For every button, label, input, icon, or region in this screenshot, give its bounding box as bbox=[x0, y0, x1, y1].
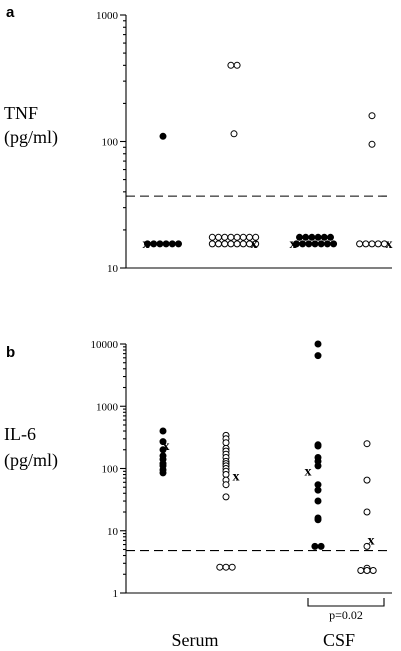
data-point bbox=[222, 481, 230, 489]
data-point bbox=[215, 233, 222, 241]
data-point bbox=[363, 508, 371, 516]
panel-a-ylabel-line1: TNF bbox=[4, 103, 38, 123]
data-point bbox=[363, 476, 371, 484]
median-marker: x bbox=[251, 237, 258, 252]
data-point bbox=[222, 563, 230, 571]
panel-a-letter: a bbox=[6, 4, 15, 21]
data-point bbox=[159, 438, 167, 446]
y-tick-label: 1 bbox=[113, 588, 119, 600]
data-point bbox=[314, 340, 322, 348]
y-tick-label: 100 bbox=[102, 464, 119, 476]
data-point bbox=[150, 240, 158, 248]
data-point bbox=[363, 440, 371, 448]
data-point bbox=[380, 240, 388, 248]
data-point bbox=[168, 240, 176, 248]
data-point bbox=[233, 61, 241, 69]
panel-b-il6: b IL-6 (pg/ml) 1 10 100 1000 10000 x x x x p=0.02 bbox=[4, 339, 392, 622]
data-point bbox=[363, 542, 371, 550]
median-marker: x bbox=[368, 533, 375, 548]
data-point bbox=[357, 567, 365, 574]
data-point bbox=[227, 233, 235, 241]
data-point bbox=[252, 233, 260, 241]
data-point bbox=[221, 240, 229, 248]
y-tick-label: 10 bbox=[107, 263, 119, 275]
data-point bbox=[327, 233, 334, 241]
category-label-serum: Serum bbox=[172, 630, 219, 650]
data-point bbox=[233, 233, 241, 241]
data-point bbox=[369, 567, 377, 574]
median-marker: x bbox=[163, 439, 170, 454]
data-point bbox=[320, 233, 328, 241]
data-point bbox=[215, 240, 222, 248]
data-point bbox=[314, 497, 322, 505]
data-point bbox=[230, 130, 238, 138]
data-point bbox=[162, 240, 170, 248]
data-point bbox=[330, 240, 338, 248]
median-marker: x bbox=[233, 469, 240, 484]
data-point bbox=[374, 240, 382, 248]
median-marker: x bbox=[386, 237, 393, 252]
data-point bbox=[368, 240, 376, 248]
data-point bbox=[239, 233, 247, 241]
panel-b-letter: b bbox=[6, 344, 15, 361]
data-point bbox=[159, 132, 167, 140]
data-point bbox=[228, 563, 236, 571]
data-point bbox=[362, 240, 370, 248]
data-point bbox=[216, 563, 224, 571]
data-point bbox=[363, 567, 371, 574]
data-point bbox=[159, 427, 167, 435]
panel-b-ylabel-line2: (pg/ml) bbox=[4, 450, 58, 471]
data-point bbox=[222, 493, 230, 501]
data-point bbox=[308, 233, 316, 241]
data-point bbox=[296, 233, 303, 241]
y-tick-label: 1000 bbox=[96, 401, 119, 413]
data-point bbox=[317, 240, 325, 248]
data-point bbox=[159, 469, 167, 477]
data-point bbox=[311, 240, 319, 248]
median-marker: x bbox=[305, 464, 312, 479]
data-point bbox=[305, 240, 313, 248]
data-point bbox=[314, 486, 322, 494]
data-point bbox=[323, 240, 331, 248]
pvalue-label: p=0.02 bbox=[329, 608, 363, 622]
data-point bbox=[221, 233, 229, 241]
data-point bbox=[314, 233, 322, 241]
y-tick-label: 10 bbox=[107, 526, 119, 538]
category-label-csf: CSF bbox=[323, 630, 355, 650]
data-point bbox=[239, 240, 247, 248]
data-point bbox=[156, 240, 164, 248]
median-marker: x bbox=[143, 237, 150, 252]
data-point bbox=[208, 240, 216, 248]
panel-a-tnf: a TNF (pg/ml) 10 100 1000 x x x x bbox=[4, 4, 393, 275]
data-point bbox=[356, 240, 364, 248]
data-point bbox=[314, 516, 322, 524]
y-tick-label: 1000 bbox=[96, 10, 119, 22]
data-point bbox=[314, 352, 322, 360]
pvalue-bracket bbox=[307, 598, 385, 607]
data-point bbox=[233, 240, 241, 248]
data-point bbox=[252, 240, 260, 248]
data-point bbox=[302, 233, 310, 241]
data-point bbox=[314, 462, 322, 470]
data-point bbox=[227, 240, 235, 248]
data-point bbox=[311, 542, 319, 550]
data-point bbox=[314, 442, 322, 450]
y-tick-label: 100 bbox=[102, 137, 119, 149]
data-point bbox=[227, 61, 235, 69]
median-marker: x bbox=[290, 237, 297, 252]
y-tick-label: 10000 bbox=[91, 339, 119, 351]
data-point bbox=[299, 240, 307, 248]
panel-a-ylabel-line2: (pg/ml) bbox=[4, 127, 58, 148]
data-point bbox=[368, 140, 376, 148]
data-point bbox=[208, 233, 216, 241]
panel-b-ylabel-line1: IL-6 bbox=[4, 424, 36, 444]
data-point bbox=[222, 439, 230, 447]
data-point bbox=[317, 542, 325, 550]
data-point bbox=[368, 112, 376, 120]
data-point bbox=[175, 240, 182, 248]
